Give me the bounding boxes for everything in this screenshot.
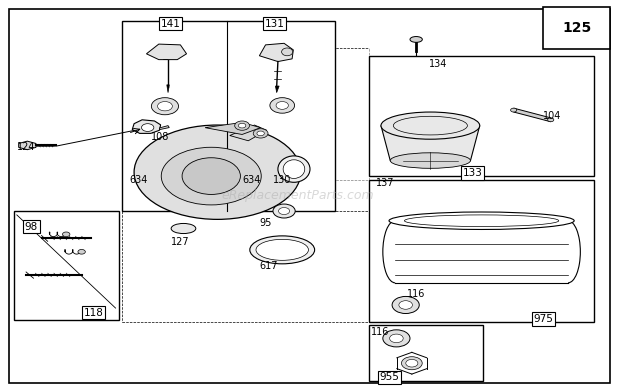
Polygon shape	[132, 120, 161, 133]
Circle shape	[235, 121, 249, 130]
Bar	[14, 211, 118, 320]
Text: 127: 127	[171, 237, 190, 247]
Ellipse shape	[410, 36, 422, 42]
Polygon shape	[381, 126, 480, 161]
Circle shape	[276, 102, 288, 109]
Ellipse shape	[390, 153, 471, 168]
Ellipse shape	[171, 223, 196, 233]
Polygon shape	[275, 86, 279, 93]
Text: 108: 108	[151, 132, 170, 142]
Polygon shape	[167, 85, 169, 93]
Polygon shape	[146, 44, 187, 59]
Circle shape	[389, 334, 403, 343]
Ellipse shape	[281, 48, 293, 56]
Text: 130: 130	[273, 175, 291, 185]
Circle shape	[273, 204, 295, 218]
Text: 141: 141	[161, 19, 180, 29]
Polygon shape	[230, 125, 267, 141]
Circle shape	[402, 357, 422, 370]
Ellipse shape	[389, 212, 574, 230]
Polygon shape	[19, 141, 36, 150]
Circle shape	[141, 124, 154, 131]
Text: 124: 124	[17, 142, 35, 152]
Bar	[369, 325, 483, 381]
Text: 104: 104	[543, 111, 562, 121]
Circle shape	[399, 301, 412, 309]
Ellipse shape	[250, 236, 314, 264]
Text: 116: 116	[371, 327, 389, 337]
Ellipse shape	[161, 147, 261, 205]
Circle shape	[511, 108, 516, 112]
Circle shape	[151, 98, 179, 115]
Text: 955: 955	[379, 372, 399, 382]
Text: 131: 131	[264, 19, 284, 29]
Circle shape	[278, 208, 290, 215]
Text: 975: 975	[533, 314, 553, 324]
Circle shape	[257, 131, 264, 136]
Text: 118: 118	[84, 308, 104, 318]
Ellipse shape	[134, 125, 301, 219]
Circle shape	[547, 118, 554, 122]
Text: 133: 133	[463, 168, 482, 178]
Ellipse shape	[278, 156, 310, 182]
Bar	[543, 7, 610, 49]
Text: eReplacementParts.com: eReplacementParts.com	[221, 189, 374, 202]
Bar	[122, 21, 335, 211]
Text: 98: 98	[25, 222, 38, 231]
Ellipse shape	[256, 239, 309, 260]
Polygon shape	[259, 43, 293, 61]
Circle shape	[270, 98, 294, 113]
Circle shape	[253, 129, 268, 138]
Circle shape	[157, 102, 172, 111]
Circle shape	[239, 123, 246, 128]
Circle shape	[392, 296, 419, 314]
Polygon shape	[205, 122, 260, 135]
Text: 95: 95	[259, 218, 272, 228]
Circle shape	[406, 359, 418, 367]
Text: 634: 634	[130, 175, 148, 185]
Text: 125: 125	[562, 21, 591, 35]
Text: 634: 634	[242, 175, 260, 185]
Ellipse shape	[381, 112, 480, 139]
Polygon shape	[159, 126, 169, 129]
Text: 617: 617	[259, 261, 278, 271]
Circle shape	[78, 249, 86, 254]
Circle shape	[182, 158, 241, 194]
Circle shape	[63, 232, 70, 237]
Circle shape	[383, 330, 410, 347]
Bar	[369, 56, 594, 176]
Bar	[369, 180, 594, 322]
Text: 134: 134	[428, 59, 447, 68]
Text: 116: 116	[407, 289, 425, 300]
Text: 137: 137	[376, 178, 394, 188]
Ellipse shape	[283, 160, 305, 178]
Polygon shape	[514, 108, 551, 122]
